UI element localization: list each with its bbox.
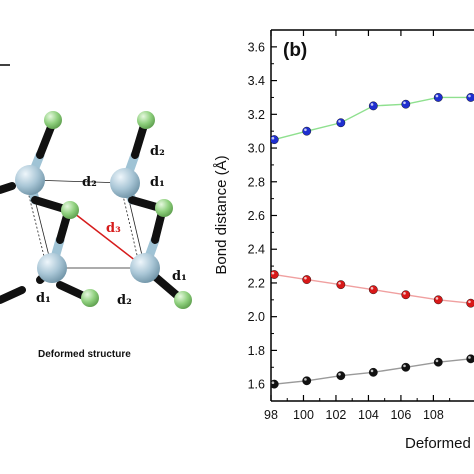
- chart-panel: (b) 1.6 1.8 2.0 2.2 2.4 2.6 2.8 3.0 3.2 3.4 3.6 98…: [213, 29, 474, 452]
- large-atom: [110, 168, 140, 198]
- small-atom: [44, 111, 62, 129]
- label-d2-middle: d₂: [82, 175, 97, 190]
- small-atom: [81, 289, 99, 307]
- data-point-highlight: [468, 94, 471, 98]
- large-atom: [15, 165, 45, 195]
- large-atom: [130, 253, 160, 283]
- label-d2-bottom: d₂: [117, 293, 132, 308]
- y-tick-label: 2.6: [248, 209, 265, 223]
- data-point-highlight: [304, 378, 307, 381]
- data-point: [401, 362, 411, 372]
- data-point: [302, 126, 312, 136]
- y-tick-label: 2.0: [248, 310, 265, 324]
- data-point: [271, 270, 279, 279]
- data-point-highlight: [435, 94, 439, 98]
- x-axis-label: Deformed: [405, 435, 471, 452]
- y-tick-label: 2.4: [248, 243, 265, 257]
- data-point: [302, 275, 312, 284]
- x-tick-label: 108: [423, 408, 444, 422]
- data-point-highlight: [370, 369, 374, 373]
- label-d1-bottom-right: d₁: [172, 269, 187, 284]
- data-point-highlight: [370, 287, 374, 290]
- y-tick-label: 3.2: [248, 108, 265, 122]
- series-layer: [271, 93, 474, 389]
- data-point-highlight: [304, 128, 307, 132]
- data-point: [336, 280, 346, 290]
- data-point-highlight: [370, 103, 374, 106]
- label-d2-top: d₂: [150, 144, 165, 159]
- y-tick-label: 2.2: [248, 276, 265, 290]
- d3-bond-line: [69, 209, 146, 269]
- data-point-highlight: [403, 101, 406, 105]
- data-point-highlight: [435, 297, 439, 300]
- label-d3: d₃: [106, 221, 121, 236]
- data-point-highlight: [304, 276, 307, 280]
- y-tick-label: 1.8: [248, 344, 265, 358]
- data-point-highlight: [338, 120, 341, 123]
- y-tick-label: 1.6: [248, 378, 265, 392]
- small-atoms: [44, 111, 192, 309]
- small-atom: [61, 201, 79, 219]
- data-point-highlight: [271, 271, 275, 275]
- x-tick-label: 104: [358, 408, 379, 422]
- data-point: [433, 357, 443, 367]
- x-tick-label: 100: [293, 408, 314, 422]
- small-atom: [174, 291, 192, 309]
- y-tick-label: 3.4: [248, 74, 265, 88]
- data-point: [466, 93, 474, 102]
- x-axis-ticks: 98 100 102 104 106 108: [264, 30, 451, 422]
- data-point: [433, 93, 443, 102]
- data-point: [466, 354, 474, 364]
- data-point: [368, 367, 378, 377]
- data-point: [466, 298, 474, 308]
- data-point-highlight: [403, 364, 406, 368]
- data-point-highlight: [468, 356, 471, 359]
- data-point: [336, 118, 346, 128]
- data-point-highlight: [468, 300, 471, 304]
- data-point: [433, 295, 443, 305]
- data-point-highlight: [338, 373, 341, 376]
- data-point-highlight: [271, 381, 275, 385]
- structure-caption: Deformed structure: [38, 349, 131, 360]
- large-atoms: [15, 165, 160, 283]
- data-point-highlight: [403, 292, 406, 295]
- x-tick-label: 102: [326, 408, 347, 422]
- y-tick-label: 3.0: [248, 142, 265, 156]
- y-tick-label: 3.6: [248, 40, 265, 54]
- data-point: [368, 285, 378, 295]
- data-point: [401, 290, 411, 300]
- y-axis-ticks: 1.6 1.8 2.0 2.2 2.4 2.6 2.8 3.0 3.2 3.4 3.6: [248, 40, 277, 392]
- x-tick-label: 106: [390, 408, 411, 422]
- data-point: [271, 379, 279, 389]
- data-point-highlight: [338, 281, 341, 285]
- label-d1-bottom-left: d₁: [36, 291, 51, 306]
- small-atom: [137, 111, 155, 129]
- x-tick-label: 98: [264, 408, 278, 422]
- data-point: [336, 371, 346, 381]
- y-tick-label: 2.8: [248, 175, 265, 189]
- structure-panel: d₂ d₂ d₁ d₃ d₁ d₁ d₂ Deformed structure: [0, 64, 192, 360]
- large-atom: [37, 253, 67, 283]
- data-point: [401, 99, 411, 109]
- data-point: [271, 135, 279, 145]
- data-point: [302, 376, 312, 386]
- data-point-highlight: [435, 359, 439, 363]
- panel-letter: (b): [283, 40, 307, 61]
- y-axis-label: Bond distance (Å): [213, 155, 230, 274]
- data-point: [368, 101, 378, 111]
- data-point-highlight: [271, 136, 275, 140]
- small-atom: [155, 199, 173, 217]
- label-d1-right: d₁: [150, 175, 165, 190]
